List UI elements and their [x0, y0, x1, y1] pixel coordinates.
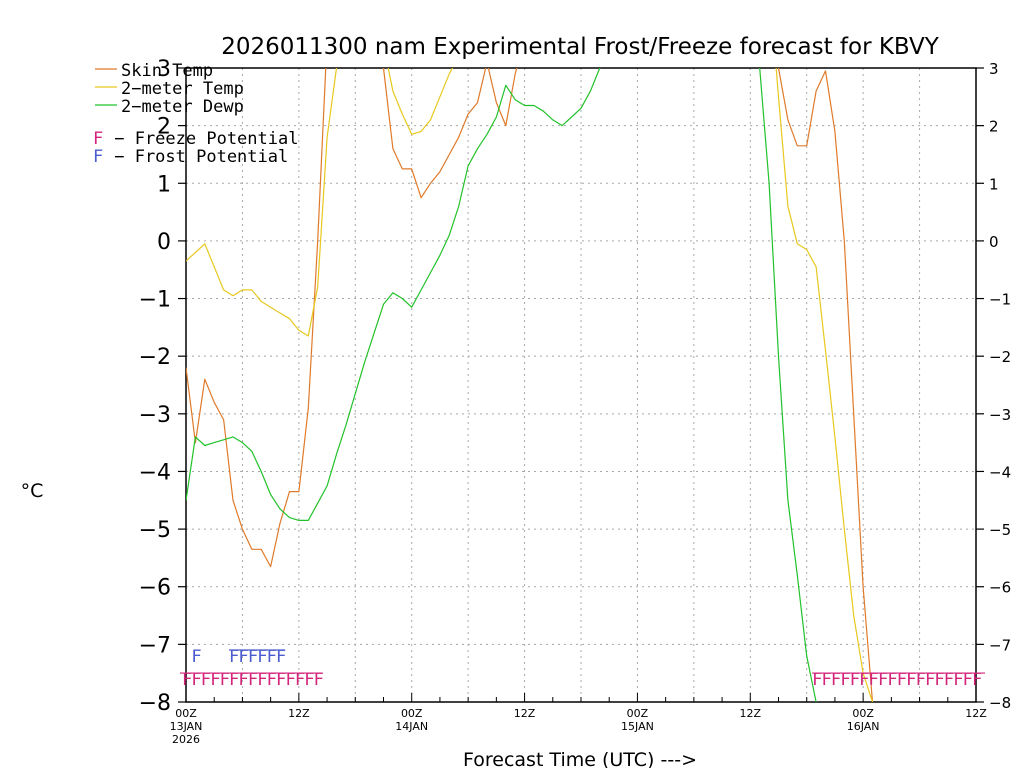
- freeze-marker: F: [210, 670, 220, 690]
- freeze-marker: F: [878, 670, 888, 690]
- legend-frost-label: − Frost Potential: [104, 147, 288, 167]
- freeze-marker: F: [934, 670, 944, 690]
- freeze-marker: F: [916, 670, 926, 690]
- y-tick-label-left: 1: [157, 172, 171, 197]
- freeze-marker: F: [285, 670, 295, 690]
- y-tick-label-right: −2: [989, 348, 1011, 366]
- freeze-marker: F: [831, 670, 841, 690]
- series-line-skin-temp: [186, 68, 874, 702]
- y-tick-label-right: 1: [989, 175, 999, 193]
- frost-marker: F: [276, 647, 286, 667]
- freeze-marker: F: [822, 670, 832, 690]
- frost-freeze-markers: F F F F F F F F F F F F F F F F F F F F F F F F F F F F F F F F FF F F F F F F: [180, 647, 985, 690]
- y-tick-label-right: −5: [989, 521, 1011, 539]
- freeze-marker: F: [276, 670, 286, 690]
- x-tick-year: 2026: [172, 733, 200, 746]
- series-line-2-meter-dewp: [186, 68, 817, 702]
- frost-marker: F: [229, 647, 239, 667]
- freeze-marker: F: [906, 670, 916, 690]
- freeze-marker: F: [869, 670, 879, 690]
- x-tick-label: 12Z: [514, 707, 536, 720]
- freeze-marker: F: [972, 670, 982, 690]
- series-line-2-meter-temp: [186, 68, 874, 702]
- series-lines: [186, 68, 874, 702]
- y-tick-label-left: −5: [139, 518, 171, 543]
- freeze-marker: F: [944, 670, 954, 690]
- legend: Skin Temp 2−meter Temp 2−meter Dewp F − …: [93, 61, 298, 167]
- x-tick-date: 15JAN: [621, 720, 654, 733]
- y-tick-label-left: −8: [139, 691, 171, 716]
- x-tick-label: 12Z: [288, 707, 310, 720]
- frost-marker: F: [248, 647, 258, 667]
- freeze-marker: F: [963, 670, 973, 690]
- frost-marker: F: [267, 647, 277, 667]
- y-tick-label-right: 3: [989, 60, 999, 78]
- freeze-marker: F: [229, 670, 239, 690]
- y-axis-ticks: 3 3 2 2 1 1 0 0 −1 −1 −2 −2 −3 −3 −4 −4 −5 −5 −6 −6 −7 −7 −8 −8: [139, 57, 1012, 716]
- chart-title: 2026011300 nam Experimental Frost/Freeze…: [221, 34, 940, 60]
- freeze-marker: F: [304, 670, 314, 690]
- freeze-marker: F: [220, 670, 230, 690]
- plot-frame: [185, 67, 977, 703]
- y-tick-label-left: 3: [157, 57, 171, 82]
- legend-dewp-label: 2−meter Dewp: [121, 97, 244, 117]
- y-axis-label: °C: [21, 480, 44, 502]
- y-tick-label-left: −7: [139, 633, 171, 658]
- legend-frost-glyph: F: [93, 147, 103, 167]
- grid-lines: [186, 68, 976, 702]
- freeze-marker: F: [201, 670, 211, 690]
- legend-skin-label: Skin Temp: [121, 61, 213, 81]
- freeze-marker: F: [812, 670, 822, 690]
- y-tick-label-right: 2: [989, 118, 999, 136]
- y-tick-label-left: 2: [157, 115, 171, 140]
- legend-temp-label: 2−meter Temp: [121, 79, 244, 99]
- y-tick-label-right: −6: [989, 579, 1011, 597]
- freeze-marker: F: [314, 670, 324, 690]
- freeze-marker: F: [257, 670, 267, 690]
- freeze-marker: F: [859, 670, 869, 690]
- freeze-marker: F: [850, 670, 860, 690]
- freeze-marker: F: [248, 670, 258, 690]
- y-tick-label-left: −6: [139, 576, 171, 601]
- y-tick-label-right: −7: [989, 636, 1011, 654]
- y-tick-label-right: −3: [989, 406, 1011, 424]
- x-tick-date: 16JAN: [847, 720, 880, 733]
- x-tick-label: 00Z: [175, 707, 197, 720]
- x-tick-label: 00Z: [852, 707, 874, 720]
- x-tick-date: 14JAN: [395, 720, 428, 733]
- x-tick-label: 12Z: [740, 707, 762, 720]
- y-tick-label-left: −1: [139, 288, 171, 313]
- legend-freeze-glyph: F: [93, 129, 103, 149]
- y-tick-label-right: 0: [989, 233, 999, 251]
- freeze-marker: F: [267, 670, 277, 690]
- y-tick-label-right: −1: [989, 291, 1011, 309]
- freeze-marker: F: [295, 670, 305, 690]
- freeze-marker: F: [238, 670, 248, 690]
- y-tick-label-left: −2: [139, 345, 171, 370]
- freeze-marker: F: [897, 670, 907, 690]
- x-tick-label: 00Z: [401, 707, 423, 720]
- x-tick-label: 12Z: [965, 707, 987, 720]
- freeze-marker: F: [840, 670, 850, 690]
- y-tick-label-right: −4: [989, 463, 1011, 481]
- frost-marker: F: [191, 647, 201, 667]
- x-tick-label: 00Z: [627, 707, 649, 720]
- y-tick-label-right: −8: [989, 694, 1011, 712]
- freeze-marker: F: [925, 670, 935, 690]
- freeze-marker: F: [182, 670, 192, 690]
- y-tick-label-left: −3: [139, 403, 171, 428]
- legend-freeze-label: − Freeze Potential: [104, 129, 298, 149]
- x-axis-label: Forecast Time (UTC) --->: [463, 749, 697, 768]
- y-tick-label-left: 0: [157, 230, 171, 255]
- freeze-marker: F: [887, 670, 897, 690]
- y-tick-label-left: −4: [139, 460, 171, 485]
- x-tick-date: 13JAN: [170, 720, 203, 733]
- freeze-marker: F: [953, 670, 963, 690]
- frost-marker: F: [257, 647, 267, 667]
- freeze-marker: F: [191, 670, 201, 690]
- frost-marker: F: [238, 647, 248, 667]
